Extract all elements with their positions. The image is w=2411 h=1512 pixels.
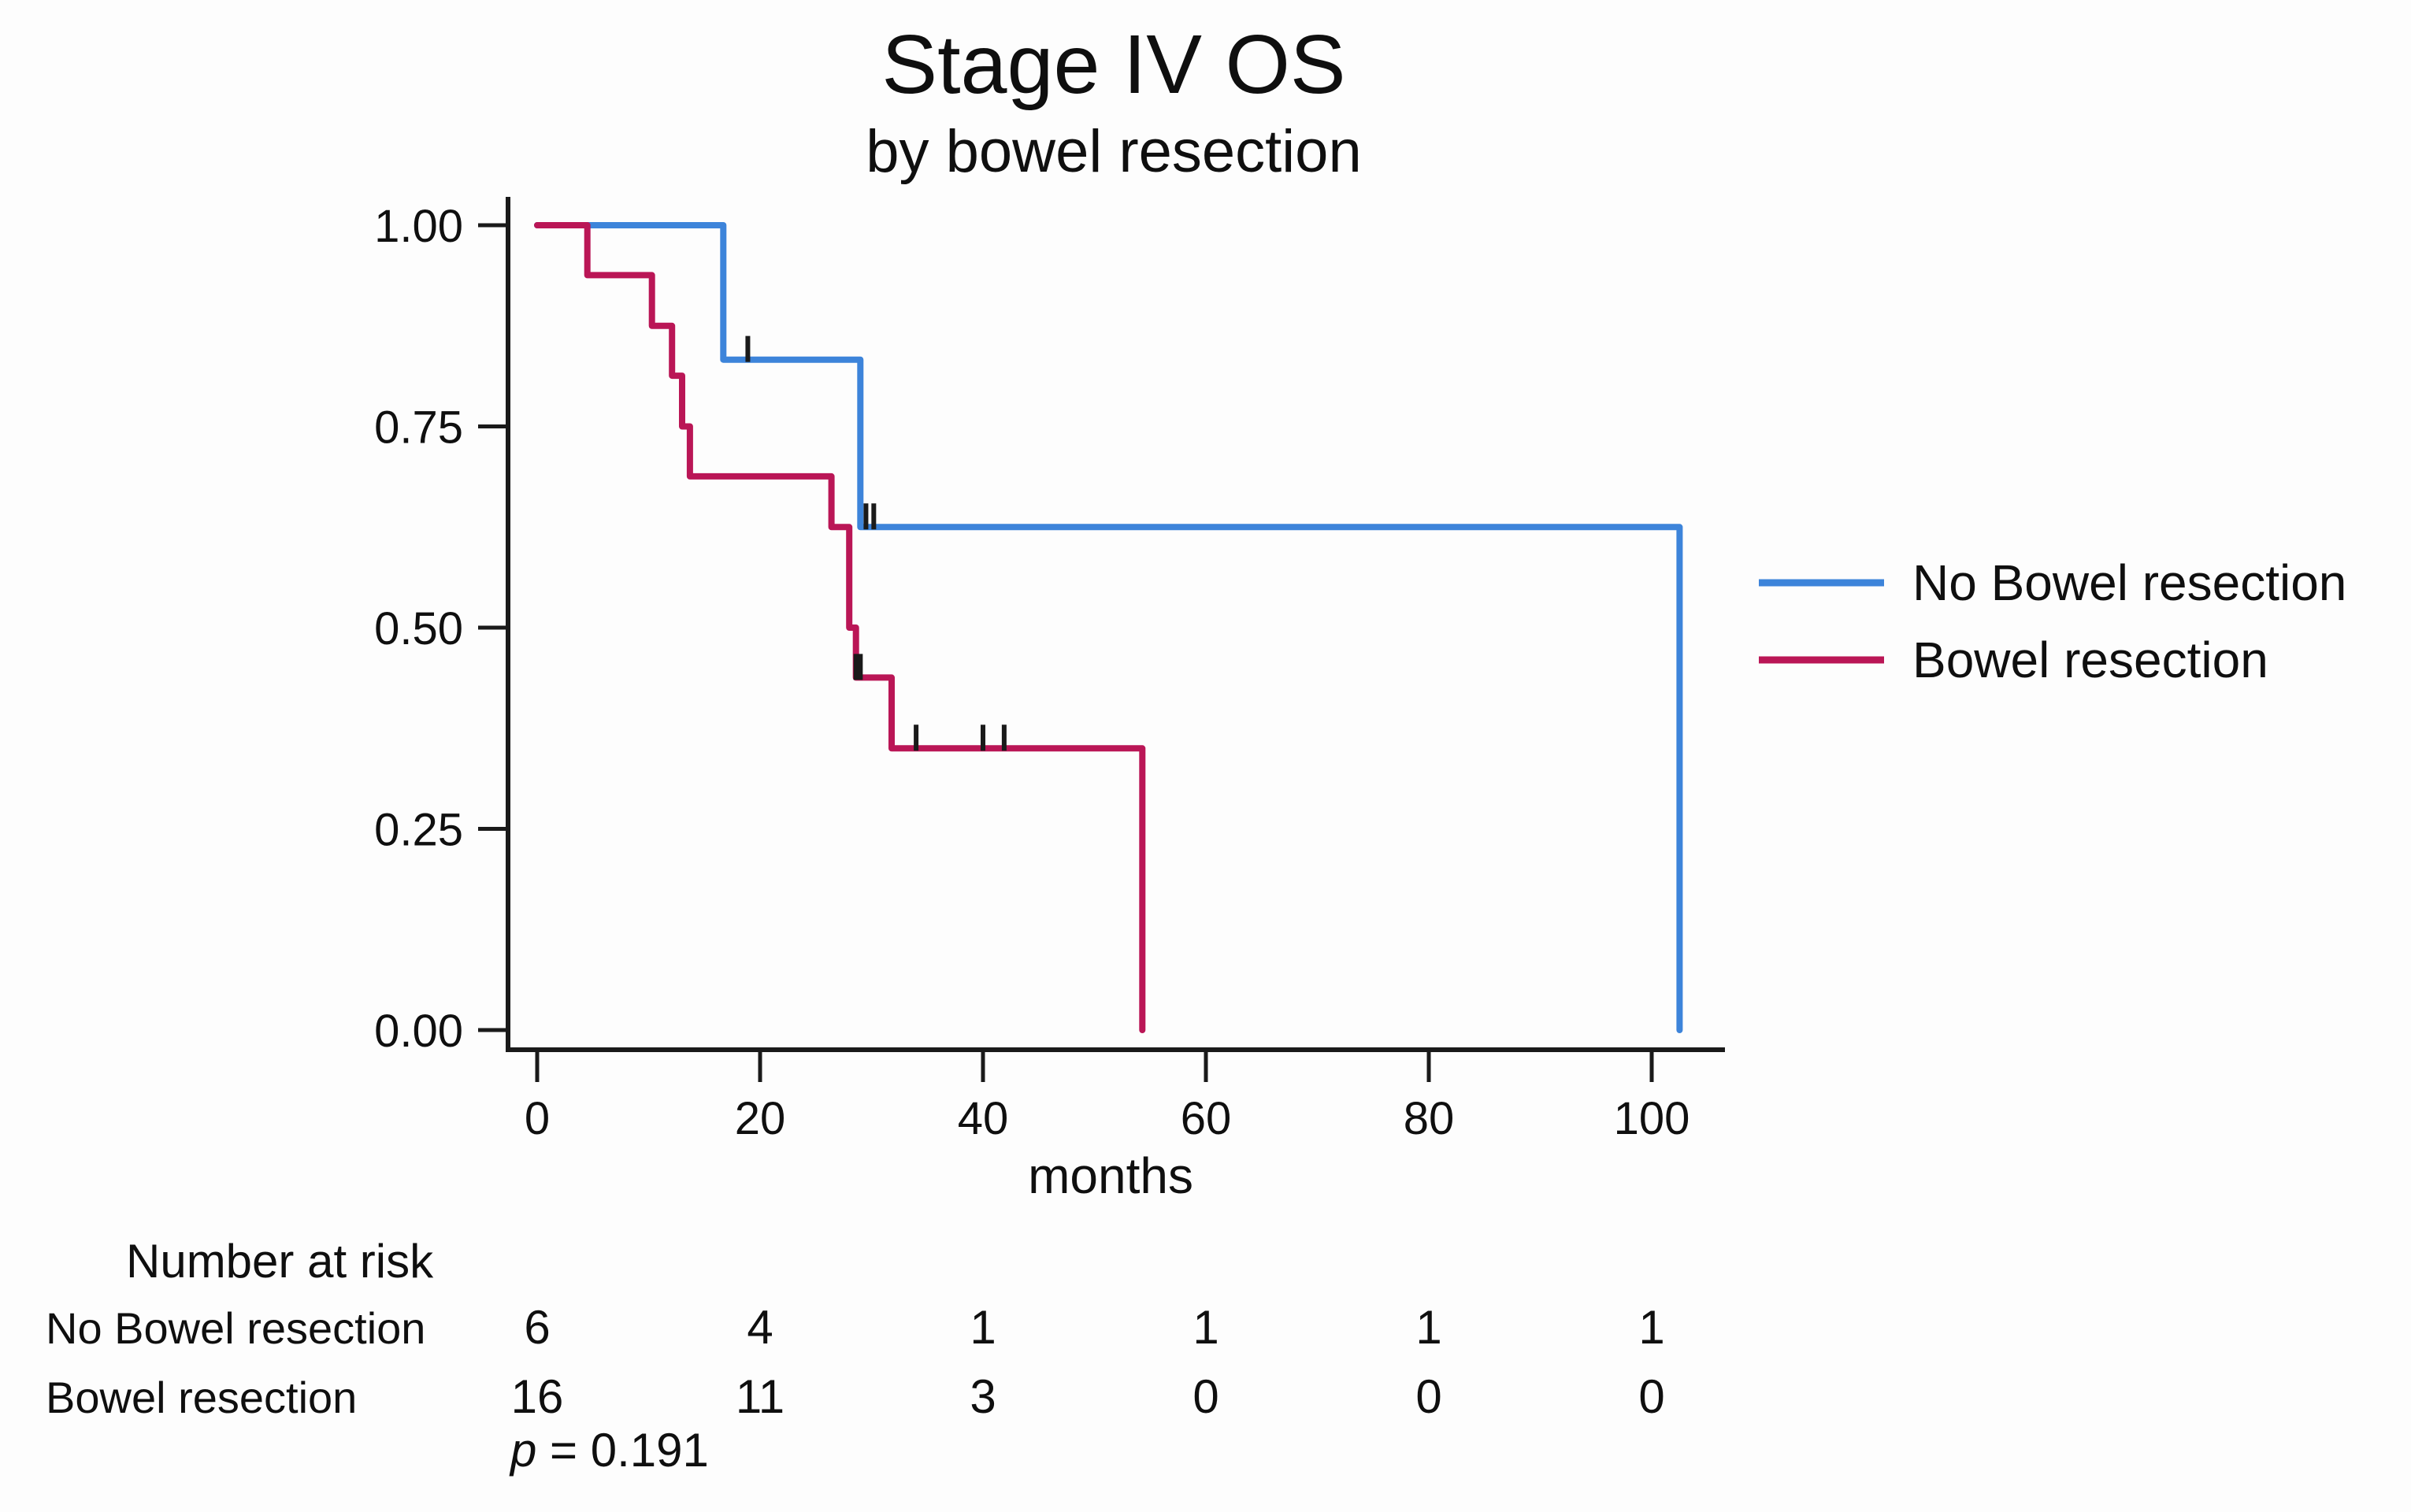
risk-value: 0 [1415,1370,1441,1423]
x-tick-label: 80 [1404,1093,1455,1144]
p-value: p = 0.191 [509,1424,709,1477]
p-symbol: p [509,1424,536,1477]
axis-ticks: 1.00 0.75 0.50 0.25 0.00 0 20 40 60 80 100 [374,201,1690,1144]
risk-row-label-bowel-resection: Bowel resection [46,1373,357,1422]
risk-value: 1 [970,1301,996,1354]
risk-value: 0 [1638,1370,1664,1423]
risk-value: 1 [1638,1301,1664,1354]
risk-value: 1 [1193,1301,1218,1354]
risk-row-label-no-bowel-resection: No Bowel resection [46,1303,425,1353]
censor-marks [745,335,1007,751]
chart-subtitle: by bowel resection [866,118,1361,185]
risk-value: 4 [747,1301,773,1354]
x-tick-label: 0 [525,1093,550,1144]
x-tick-label: 20 [735,1093,786,1144]
risk-value: 16 [511,1370,564,1423]
y-tick-label: 0.50 [374,603,463,654]
risk-values: 6 4 1 1 1 116 11 3 0 0 0 [511,1301,1665,1423]
p-value-text: = 0.191 [536,1424,709,1477]
risk-value: 1 [1415,1301,1441,1354]
risk-value: 11 [736,1370,785,1423]
legend-lines [1759,579,1884,664]
risk-table: Number at risk No Bowel resection Bowel … [46,1235,434,1422]
survival-curves [534,222,1683,1033]
y-tick-label: 0.00 [374,1006,463,1057]
risk-value: 0 [1193,1370,1218,1423]
axes [506,197,1725,1052]
km-curve-bowel-resection [534,222,1146,1033]
x-tick-label: 100 [1614,1093,1690,1144]
x-axis-label: months [1028,1147,1193,1204]
risk-table-header: Number at risk [126,1235,434,1288]
legend-label-no-bowel-resection: No Bowel resection [1912,554,2346,611]
y-tick-label: 0.75 [374,402,463,454]
risk-value: 3 [970,1370,996,1423]
x-tick-label: 60 [1181,1093,1232,1144]
legend-label-bowel-resection: Bowel resection [1912,632,2268,688]
km-curve-no-bowel-resection [534,222,1683,1033]
y-tick-label: 1.00 [374,201,463,252]
x-tick-label: 40 [958,1093,1009,1144]
risk-value: 6 [524,1301,550,1354]
y-tick-label: 0.25 [374,805,463,856]
chart-title: Stage IV OS [881,18,1345,111]
